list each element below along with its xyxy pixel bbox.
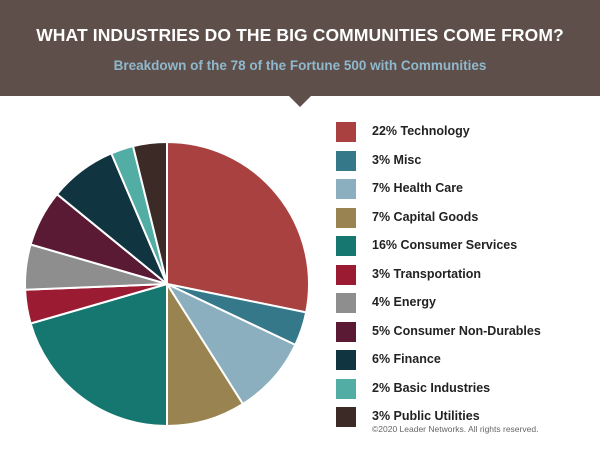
legend-swatch (336, 293, 356, 313)
legend-swatch (336, 236, 356, 256)
legend-swatch (336, 407, 356, 427)
header-banner: WHAT INDUSTRIES DO THE BIG COMMUNITIES C… (0, 0, 600, 96)
legend-swatch (336, 264, 356, 285)
legend-label: 7% Health Care (372, 181, 464, 195)
legend-swatch (336, 378, 356, 399)
legend-swatch (336, 122, 356, 142)
legend-swatch (336, 321, 356, 342)
legend-swatch (336, 350, 356, 370)
legend-label: 3% Misc (372, 152, 422, 167)
pie-slice-0 (166, 140, 310, 314)
legend-label: 7% Capital Goods (372, 209, 479, 224)
legend-label: 6% Finance (372, 352, 441, 366)
header-pointer (288, 95, 312, 107)
chart-subtitle: Breakdown of the 78 of the Fortune 500 w… (113, 58, 487, 73)
pie-slice-10 (131, 140, 168, 285)
pie-slice-3 (166, 280, 245, 428)
legend-swatch (336, 150, 356, 171)
legend-label: 3% Public Utilities (372, 409, 480, 423)
pie-chart (24, 140, 310, 428)
legend-label: 3% Transportation (372, 266, 482, 281)
legend-label: 2% Basic Industries (372, 380, 491, 395)
legend-swatch (336, 179, 356, 199)
legend-label: 22% Technology (372, 124, 470, 138)
legend-label: 4% Energy (372, 295, 436, 309)
chart-title: WHAT INDUSTRIES DO THE BIG COMMUNITIES C… (36, 25, 564, 45)
pie-slice-2 (164, 281, 297, 406)
legend-label: 5% Consumer Non-Durables (372, 323, 541, 338)
copyright-notice: ©2020 Leader Networks. All rights reserv… (372, 424, 539, 434)
legend-swatch (336, 207, 356, 228)
pie-slice-4 (29, 282, 168, 428)
legend-label: 16% Consumer Services (372, 238, 518, 252)
